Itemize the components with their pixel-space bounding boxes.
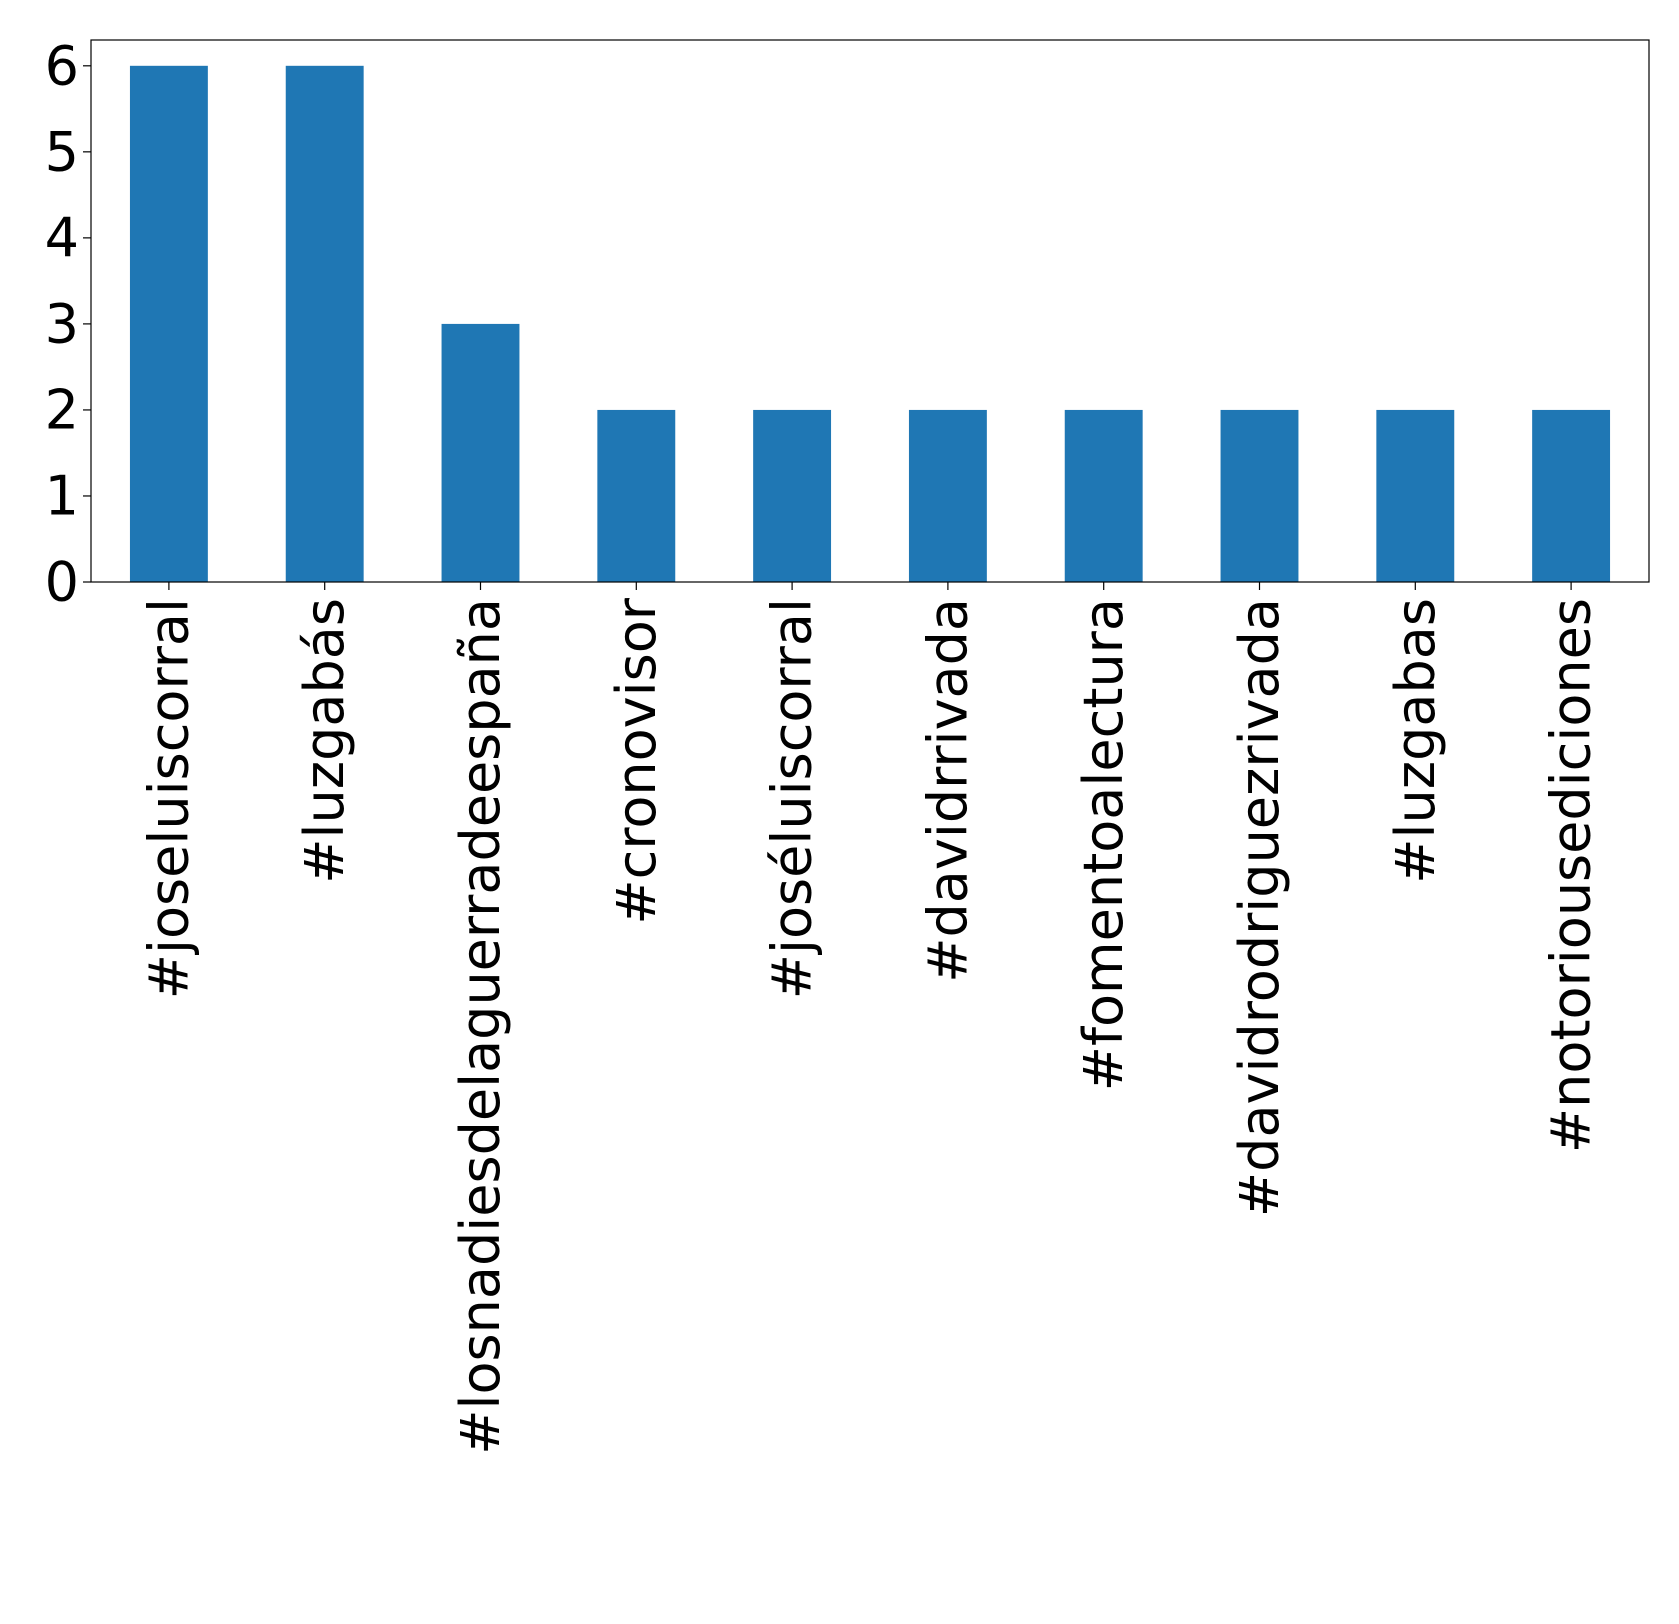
x-tick-label-2: #losnadiesdelaguerradeespaña [449, 598, 512, 1455]
y-tick-label-6: 6 [45, 34, 79, 97]
y-tick-label-3: 3 [45, 292, 79, 355]
x-tick-label-0: #joseluiscorral [137, 598, 200, 999]
x-tick-label-7: #davidrodriguezrivada [1228, 598, 1291, 1217]
x-tick-label-5: #davidrrivada [916, 598, 979, 983]
bar-6 [1064, 409, 1143, 582]
y-tick-label-2: 2 [45, 378, 79, 441]
bar-3 [597, 409, 676, 582]
y-tick-label-4: 4 [45, 206, 79, 269]
bar-1 [285, 65, 364, 583]
y-tick-label-0: 0 [45, 551, 79, 614]
x-tick-label-8: #luzgabas [1384, 598, 1447, 884]
bar-7 [1220, 409, 1299, 582]
x-axis-ticks: #joseluiscorral #luzgabás #losnadiesdelagu… [137, 582, 1603, 1455]
plot-area-frame [90, 39, 1650, 583]
bar-2 [441, 323, 520, 582]
x-tick-label-9: #notoriousediciones [1540, 598, 1603, 1153]
x-tick-label-6: #fomentoalectura [1072, 598, 1135, 1091]
y-tick-label-1: 1 [45, 464, 79, 527]
bar-5 [908, 409, 987, 582]
x-tick-label-4: #joséluiscorral [761, 598, 824, 999]
x-tick-label-3: #cronovisor [605, 597, 668, 924]
bar-0 [129, 65, 208, 583]
bar-9 [1532, 409, 1611, 582]
y-axis-ticks: 0 1 2 3 4 5 6 [45, 34, 91, 614]
bars-group [129, 65, 1611, 583]
bar-8 [1376, 409, 1455, 582]
x-tick-label-1: #luzgabás [293, 598, 356, 884]
bar-4 [753, 409, 832, 582]
y-tick-label-5: 5 [45, 120, 79, 183]
